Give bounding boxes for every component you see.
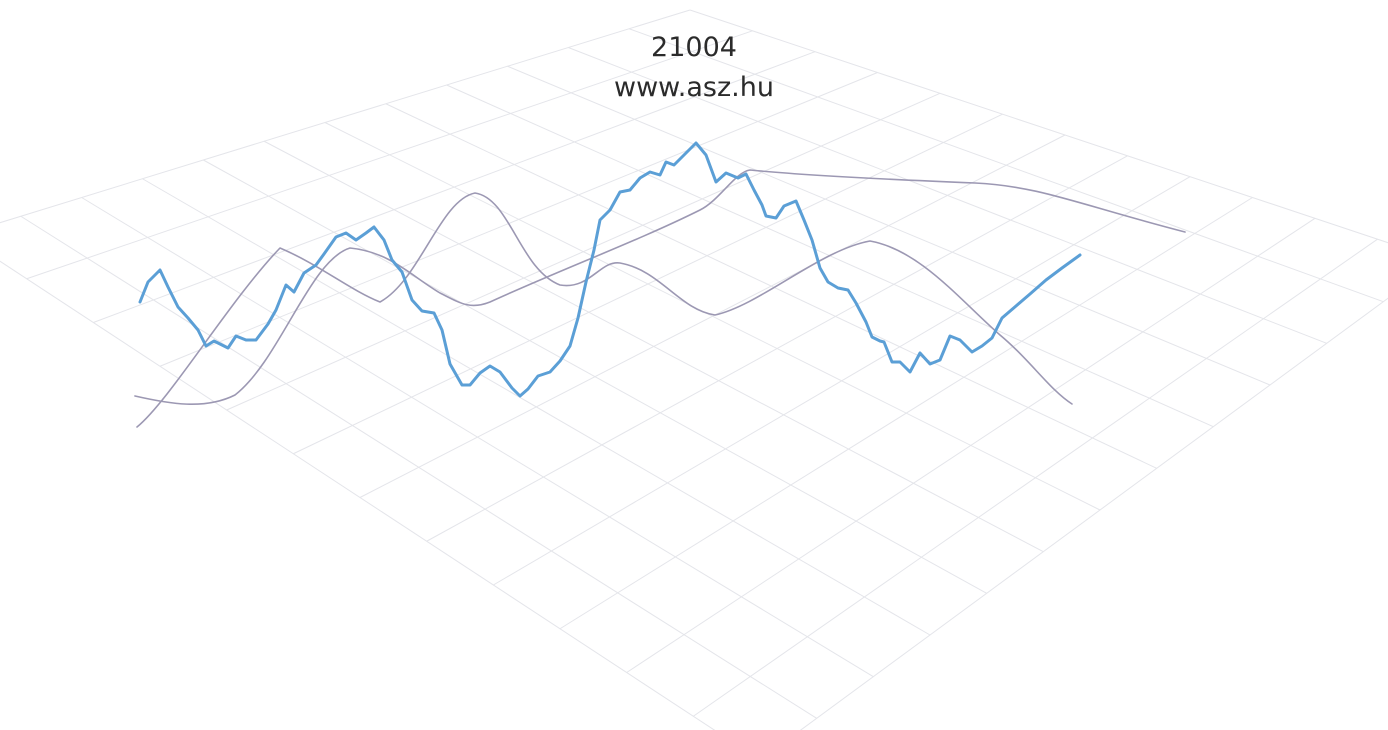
grid-line-18 xyxy=(142,178,931,636)
perspective-grid xyxy=(0,9,1388,730)
thin-wave-line-right xyxy=(134,169,1186,406)
grid-line-25 xyxy=(799,297,1388,730)
grid-line-20 xyxy=(81,197,874,678)
main-wave-line xyxy=(138,141,1082,398)
grid-line-14 xyxy=(263,140,1044,553)
thin-wave-line-left xyxy=(136,192,1073,428)
website-url: www.asz.hu xyxy=(614,72,774,103)
header: 21004 www.asz.hu xyxy=(0,28,1388,108)
grid-line-22 xyxy=(20,215,817,719)
grid-line-19 xyxy=(559,197,1253,630)
grid-line-13 xyxy=(359,134,1066,498)
grid-line-21 xyxy=(626,217,1316,673)
grid-line-16 xyxy=(203,159,987,594)
grid-line-24 xyxy=(0,260,716,730)
document-code: 21004 xyxy=(651,32,737,63)
grid-line-23 xyxy=(693,238,1378,717)
wave-lines xyxy=(134,141,1186,428)
